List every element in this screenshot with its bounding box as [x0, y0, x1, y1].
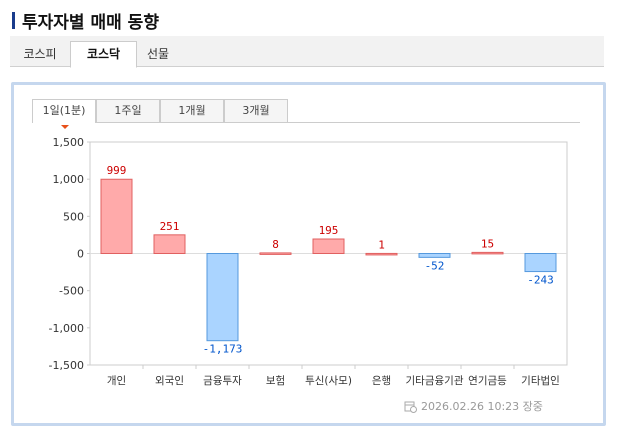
x-tick-label: 보험: [266, 375, 285, 387]
y-tick-label: -1,500: [49, 359, 84, 372]
x-tick-label: 기타법인: [521, 375, 560, 387]
bar: [206, 253, 239, 342]
y-tick-label: -1,000: [49, 322, 84, 335]
value-label: -52: [425, 259, 445, 272]
tab-futures[interactable]: 선물: [146, 47, 170, 61]
tab-1week[interactable]: 1주일: [96, 99, 160, 122]
tab-3month[interactable]: 3개월: [224, 99, 288, 122]
x-tick-label: 개인: [107, 375, 126, 387]
x-tick-label: 은행: [372, 375, 391, 387]
title-accent: [12, 12, 15, 29]
x-tick-label: 연기금등: [468, 375, 507, 387]
bar: [524, 253, 557, 273]
bar: [471, 251, 504, 255]
tab-label: 1일(1분): [42, 104, 86, 117]
bar: [100, 178, 133, 254]
bar: [365, 252, 398, 256]
caret-down-icon: [61, 125, 69, 129]
value-label: 1: [378, 238, 385, 251]
value-label: 15: [481, 237, 494, 250]
tab-kospi[interactable]: 코스피: [23, 47, 57, 61]
timestamp-text: 2026.02.26 10:23 장중: [421, 400, 543, 413]
x-tick-label: 기타금융기관: [406, 375, 464, 387]
bar: [153, 234, 186, 254]
chart-panel: [11, 82, 606, 426]
y-tick-label: 0: [77, 248, 84, 261]
value-label: -1,173: [203, 343, 243, 356]
value-label: 8: [272, 238, 279, 251]
timestamp: 2026.02.26 10:23 장중: [404, 398, 543, 414]
title-text: 투자자별 매매 동향: [22, 13, 159, 33]
y-tick-label: 1,000: [53, 173, 85, 186]
y-tick-label: 500: [63, 210, 84, 223]
tab-1day[interactable]: 1일(1분): [32, 99, 96, 129]
x-tick-label: 외국인: [155, 375, 184, 387]
value-label: 999: [107, 164, 127, 177]
bar: [312, 238, 345, 255]
market-tabs: 코스피 코스닥 선물: [10, 36, 604, 68]
value-label: 195: [319, 224, 339, 237]
calendar-clock-icon: [404, 401, 417, 413]
x-tick-label: 투신(사모): [305, 375, 352, 387]
x-tick-label: 금융투자: [203, 375, 242, 387]
bar: [418, 253, 451, 258]
y-tick-label: 1,500: [53, 136, 85, 149]
tab-1month[interactable]: 1개월: [160, 99, 224, 122]
value-label: 251: [160, 220, 180, 233]
tab-kosdaq[interactable]: 코스닥: [70, 41, 137, 68]
bar: [259, 252, 292, 255]
y-tick-label: -500: [59, 285, 84, 298]
page-title: 투자자별 매매 동향: [12, 8, 159, 33]
period-tabs: 1일(1분) 1주일 1개월 3개월: [32, 99, 580, 129]
value-label: -243: [527, 274, 554, 287]
